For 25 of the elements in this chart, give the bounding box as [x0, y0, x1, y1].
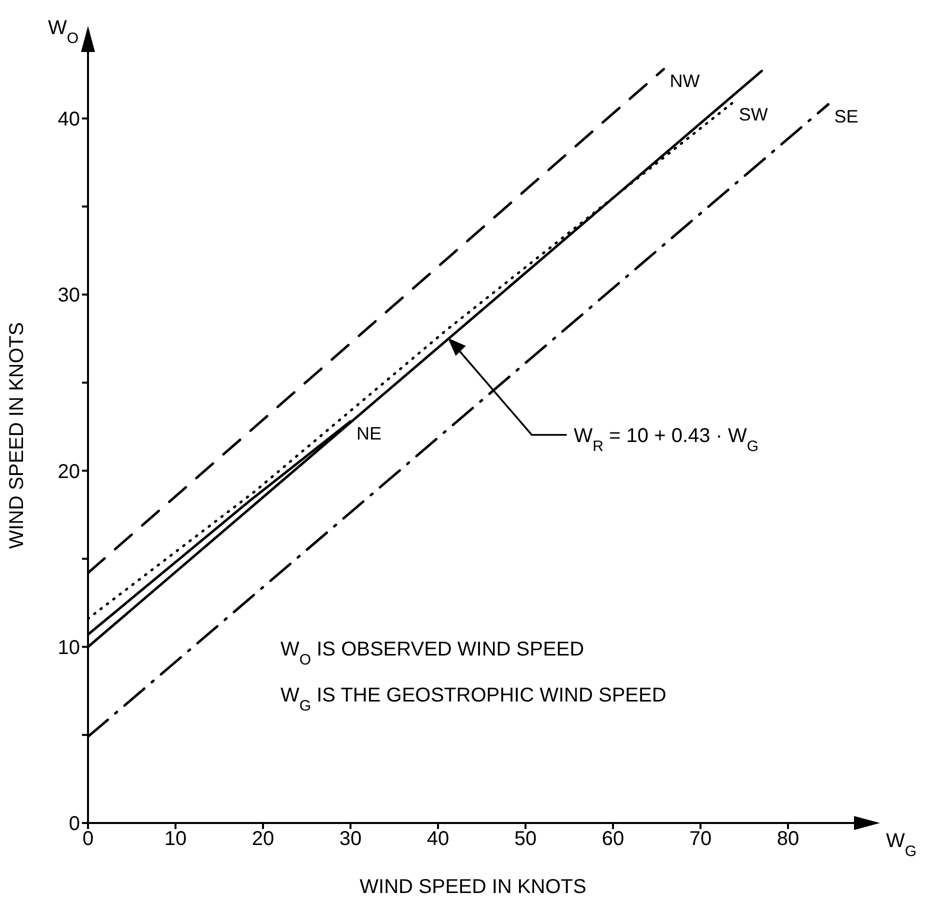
x-tick-label: 80: [776, 828, 800, 850]
y-tick-label: 0: [68, 813, 80, 836]
series-label: SW: [738, 104, 768, 125]
y-axis-title: WIND SPEED IN KNOTS: [6, 322, 28, 549]
y-tick-label: 10: [58, 636, 80, 659]
x-tick-label: 60: [602, 828, 624, 850]
annotation: W$_{G}$ IS THE GEOSTROPHIC WIND SPEED: [280, 684, 666, 714]
text: W$_{O}$: [48, 17, 79, 46]
x-axis-title: WIND SPEED IN KNOTS: [360, 876, 586, 898]
annotation: W$_{R}$ = 10 + 0.43 · W$_{G}$: [574, 424, 759, 454]
series-label: NW: [670, 71, 700, 92]
text: W$_{G}$: [886, 830, 917, 860]
y-tick-label: 30: [58, 284, 80, 307]
x-tick-label: 40: [426, 828, 450, 850]
annotation: W$_{O}$ IS OBSERVED WIND SPEED: [280, 638, 584, 668]
x-tick-label: 70: [689, 828, 712, 850]
x-tick-label: 0: [82, 828, 94, 850]
x-tick-label: 50: [514, 828, 537, 850]
series-label: SE: [834, 106, 858, 126]
x-tick-label: 30: [339, 828, 362, 850]
y-tick-label: 20: [58, 460, 80, 483]
x-tick-label: 10: [164, 828, 187, 850]
series-label: NE: [356, 423, 382, 444]
y-tick-label: 40: [58, 108, 80, 131]
x-tick-label: 20: [252, 828, 274, 850]
